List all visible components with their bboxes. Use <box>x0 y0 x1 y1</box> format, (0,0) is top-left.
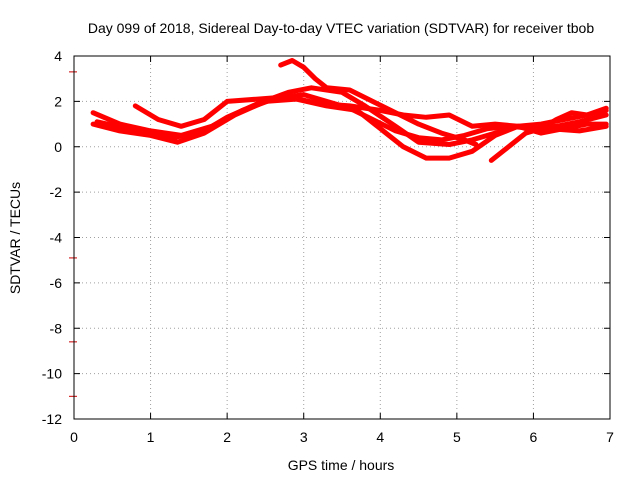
x-axis-label: GPS time / hours <box>288 457 395 473</box>
y-tick-label: -4 <box>50 230 63 246</box>
series-group <box>90 58 609 163</box>
y-tick-label: 0 <box>54 139 62 155</box>
y-tick-label: -6 <box>50 275 63 291</box>
y-axis-label: SDTVAR / TECUs <box>7 182 23 294</box>
y-tick-label: -8 <box>50 320 63 336</box>
series-line-s4 <box>90 96 609 161</box>
series-line-s6 <box>488 107 609 163</box>
y-tick-label: -2 <box>50 184 63 200</box>
x-tick-label: 7 <box>606 429 614 445</box>
series-line-s2 <box>94 85 609 147</box>
series-line-s5 <box>278 58 479 147</box>
left-markers <box>69 71 77 397</box>
x-tick-labels: 0 1 2 3 4 5 6 7 <box>70 429 614 445</box>
x-tick-label: 4 <box>376 429 384 445</box>
chart-title: Day 099 of 2018, Sidereal Day-to-day VTE… <box>88 20 595 36</box>
x-tick-label: 5 <box>453 429 461 445</box>
x-tick-label: 3 <box>300 429 308 445</box>
x-tick-label: 1 <box>147 429 155 445</box>
x-tick-label: 2 <box>223 429 231 445</box>
x-tick-label: 6 <box>530 429 538 445</box>
y-tick-label: 4 <box>54 48 62 64</box>
x-tick-label: 0 <box>70 429 78 445</box>
y-tick-labels: 4 2 0 -2 -4 -6 -8 -10 -12 <box>42 48 62 427</box>
tick-marks <box>73 55 611 420</box>
y-tick-label: 2 <box>54 93 62 109</box>
y-tick-label: -12 <box>42 411 62 427</box>
y-tick-label: -10 <box>42 366 62 382</box>
